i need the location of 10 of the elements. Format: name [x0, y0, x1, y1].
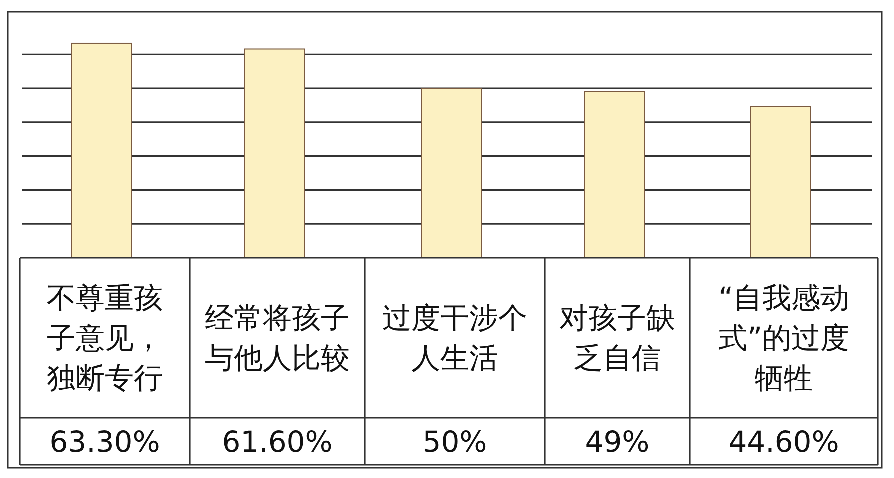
x-tick-label: 过度干涉个人生活 [382, 300, 528, 377]
x-tick-label: 对孩子缺乏自信 [559, 300, 676, 377]
data-label: 50% [422, 424, 488, 460]
x-tick-label: “自我感动式”的过度牺牲 [717, 280, 851, 397]
data-label: 49% [585, 424, 650, 460]
data-label: 44.60% [728, 424, 840, 460]
x-tick-label: 不尊重孩子意见，独断专行 [46, 280, 164, 397]
x-tick-label: 经常将孩子与他人比较 [204, 300, 351, 377]
data-label: 63.30% [50, 424, 160, 460]
data-label: 61.60% [222, 424, 333, 460]
